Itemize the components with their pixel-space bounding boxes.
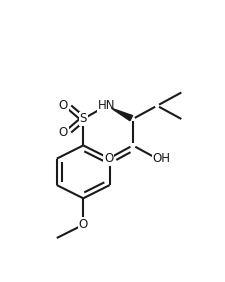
- Text: O: O: [78, 218, 88, 231]
- Text: HN: HN: [97, 99, 115, 112]
- Text: OH: OH: [152, 152, 170, 165]
- Text: S: S: [79, 113, 87, 125]
- Text: O: O: [104, 152, 113, 165]
- Text: O: O: [58, 99, 68, 112]
- Text: O: O: [58, 126, 68, 139]
- Polygon shape: [111, 108, 132, 121]
